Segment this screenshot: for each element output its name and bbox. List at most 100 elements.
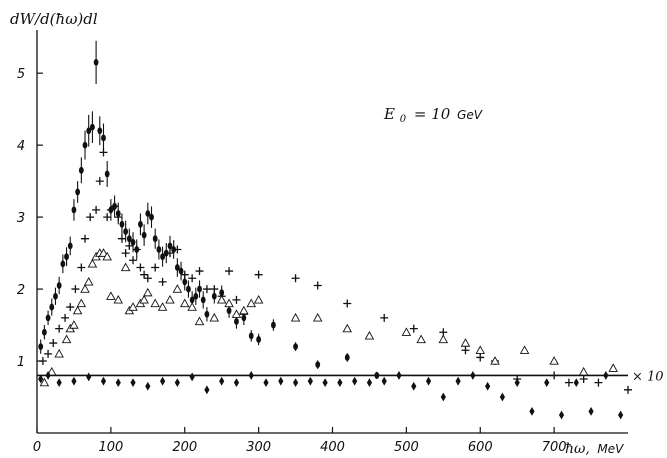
point-triangle-13 — [98, 248, 109, 257]
point-dot-with-errorbar-9 — [71, 199, 77, 221]
series-dot-with-errorbar — [38, 40, 380, 380]
y-tick-label-3: 3 — [17, 211, 25, 226]
point-cross-43 — [409, 324, 418, 333]
point-dot-with-errorbar-29 — [145, 202, 151, 225]
point-diamond-x10-15 — [248, 371, 254, 380]
point-dot-with-errorbar-2 — [45, 310, 51, 326]
point-dot-with-errorbar-45 — [204, 307, 210, 322]
point-dot-with-errorbar-44 — [200, 291, 206, 309]
point-triangle-25 — [165, 294, 175, 304]
point-diamond-x10-23 — [366, 378, 373, 388]
point-dot-with-errorbar-17-dot — [101, 134, 106, 142]
x-tick-label-600: 600 — [468, 440, 493, 455]
point-triangle-9 — [83, 276, 94, 286]
point-triangle-44 — [460, 338, 471, 347]
point-cross-49 — [550, 371, 559, 380]
point-dot-with-errorbar-12 — [82, 130, 88, 160]
point-triangle-40 — [364, 330, 375, 340]
point-dot-with-errorbar-12-dot — [82, 141, 88, 149]
point-diamond-x10-35 — [544, 378, 550, 388]
point-dot-with-errorbar-43-dot — [197, 285, 202, 293]
point-triangle-23 — [150, 298, 160, 308]
point-triangle-0 — [39, 377, 50, 387]
point-dot-with-errorbar-27-dot — [138, 220, 143, 228]
point-diamond-x10-30 — [470, 371, 476, 380]
point-dot-with-errorbar-1 — [41, 325, 47, 340]
point-triangle-19 — [128, 302, 138, 311]
point-cross-20 — [129, 256, 138, 265]
point-dot-with-errorbar-30 — [149, 206, 154, 228]
point-triangle-17 — [120, 262, 131, 272]
point-triangle-16 — [113, 294, 124, 304]
point-dot-with-errorbar-51 — [248, 330, 254, 342]
point-triangle-30 — [209, 312, 220, 322]
point-dot-with-errorbar-33 — [160, 246, 165, 267]
x-axis-label: ħω, MeV — [565, 441, 624, 457]
point-cross-0 — [38, 357, 47, 366]
point-dot-with-errorbar-3 — [49, 298, 55, 316]
point-dot-with-errorbar-31 — [152, 228, 158, 249]
point-dot-with-errorbar-31-dot — [152, 235, 158, 243]
point-cross-17 — [117, 234, 126, 243]
point-diamond-x10-27 — [425, 376, 432, 386]
point-triangle-48 — [549, 356, 559, 365]
point-cross-11 — [95, 177, 104, 186]
point-dot-with-errorbar-6-dot — [60, 260, 66, 268]
point-cross-26 — [158, 277, 167, 286]
point-dot-with-errorbar-55-dot — [315, 361, 321, 369]
point-cross-45 — [461, 346, 470, 355]
point-dot-with-errorbar-32-dot — [156, 246, 162, 253]
point-dot-with-errorbar-1-dot — [41, 328, 47, 336]
point-cross-7 — [77, 263, 86, 272]
point-triangle-32 — [224, 298, 234, 308]
point-cross-50 — [564, 378, 573, 387]
y-axis-label: dW/d(ħω)dl — [10, 10, 98, 28]
point-diamond-x10-24 — [381, 376, 387, 386]
point-diamond-x10-32 — [499, 392, 506, 402]
point-dot-with-errorbar-39-dot — [182, 278, 188, 286]
energy-subscript: 0 — [400, 114, 407, 125]
point-cross-42 — [380, 313, 389, 322]
point-diamond-x10-21 — [337, 378, 343, 388]
point-dot-with-errorbar-13-dot — [86, 127, 92, 135]
point-cross-35 — [225, 267, 234, 276]
scale-factor-label: × 10 — [632, 369, 664, 384]
point-diamond-x10-10 — [174, 378, 180, 388]
point-dot-with-errorbar-11 — [78, 157, 84, 184]
point-dot-with-errorbar-16-dot — [97, 127, 103, 135]
point-cross-31 — [195, 267, 204, 276]
point-cross-21 — [132, 245, 141, 254]
point-cross-18 — [121, 249, 130, 258]
point-diamond-x10-13 — [219, 376, 225, 386]
energy-symbol: E — [383, 105, 395, 123]
point-triangle-38 — [312, 312, 323, 322]
point-dot-with-errorbar-37-dot — [174, 264, 180, 271]
point-dot-with-errorbar-15 — [93, 40, 99, 84]
point-triangle-26 — [172, 284, 183, 293]
point-dot-with-errorbar-55 — [315, 360, 321, 369]
point-dot-with-errorbar-14-dot — [90, 123, 95, 131]
point-diamond-x10-14 — [233, 378, 240, 388]
point-diamond-x10-3 — [71, 376, 77, 386]
point-dot-with-errorbar-6 — [60, 254, 66, 274]
point-triangle-10 — [87, 258, 98, 268]
point-dot-with-errorbar-30-dot — [149, 213, 154, 221]
point-triangle-7 — [76, 298, 87, 308]
point-cross-28 — [173, 245, 182, 254]
point-dot-with-errorbar-4-dot — [53, 292, 58, 300]
point-dot-with-errorbar-46-dot — [211, 292, 217, 300]
point-diamond-x10-19 — [307, 376, 313, 386]
point-dot-with-errorbar-5 — [56, 276, 62, 295]
point-cross-39 — [291, 274, 300, 283]
point-dot-with-errorbar-52 — [256, 333, 262, 346]
point-dot-with-errorbar-35-dot — [167, 242, 173, 250]
point-dot-with-errorbar-18-dot — [104, 170, 110, 178]
point-dot-with-errorbar-40 — [186, 280, 191, 298]
point-diamond-x10-34 — [529, 407, 535, 416]
point-triangle-46 — [490, 356, 500, 365]
point-cross-23 — [140, 270, 149, 279]
point-dot-with-errorbar-49-dot — [234, 318, 239, 325]
point-dot-with-errorbar-37 — [174, 258, 180, 277]
point-cross-2 — [49, 339, 58, 348]
point-dot-with-errorbar-24-dot — [126, 235, 132, 243]
